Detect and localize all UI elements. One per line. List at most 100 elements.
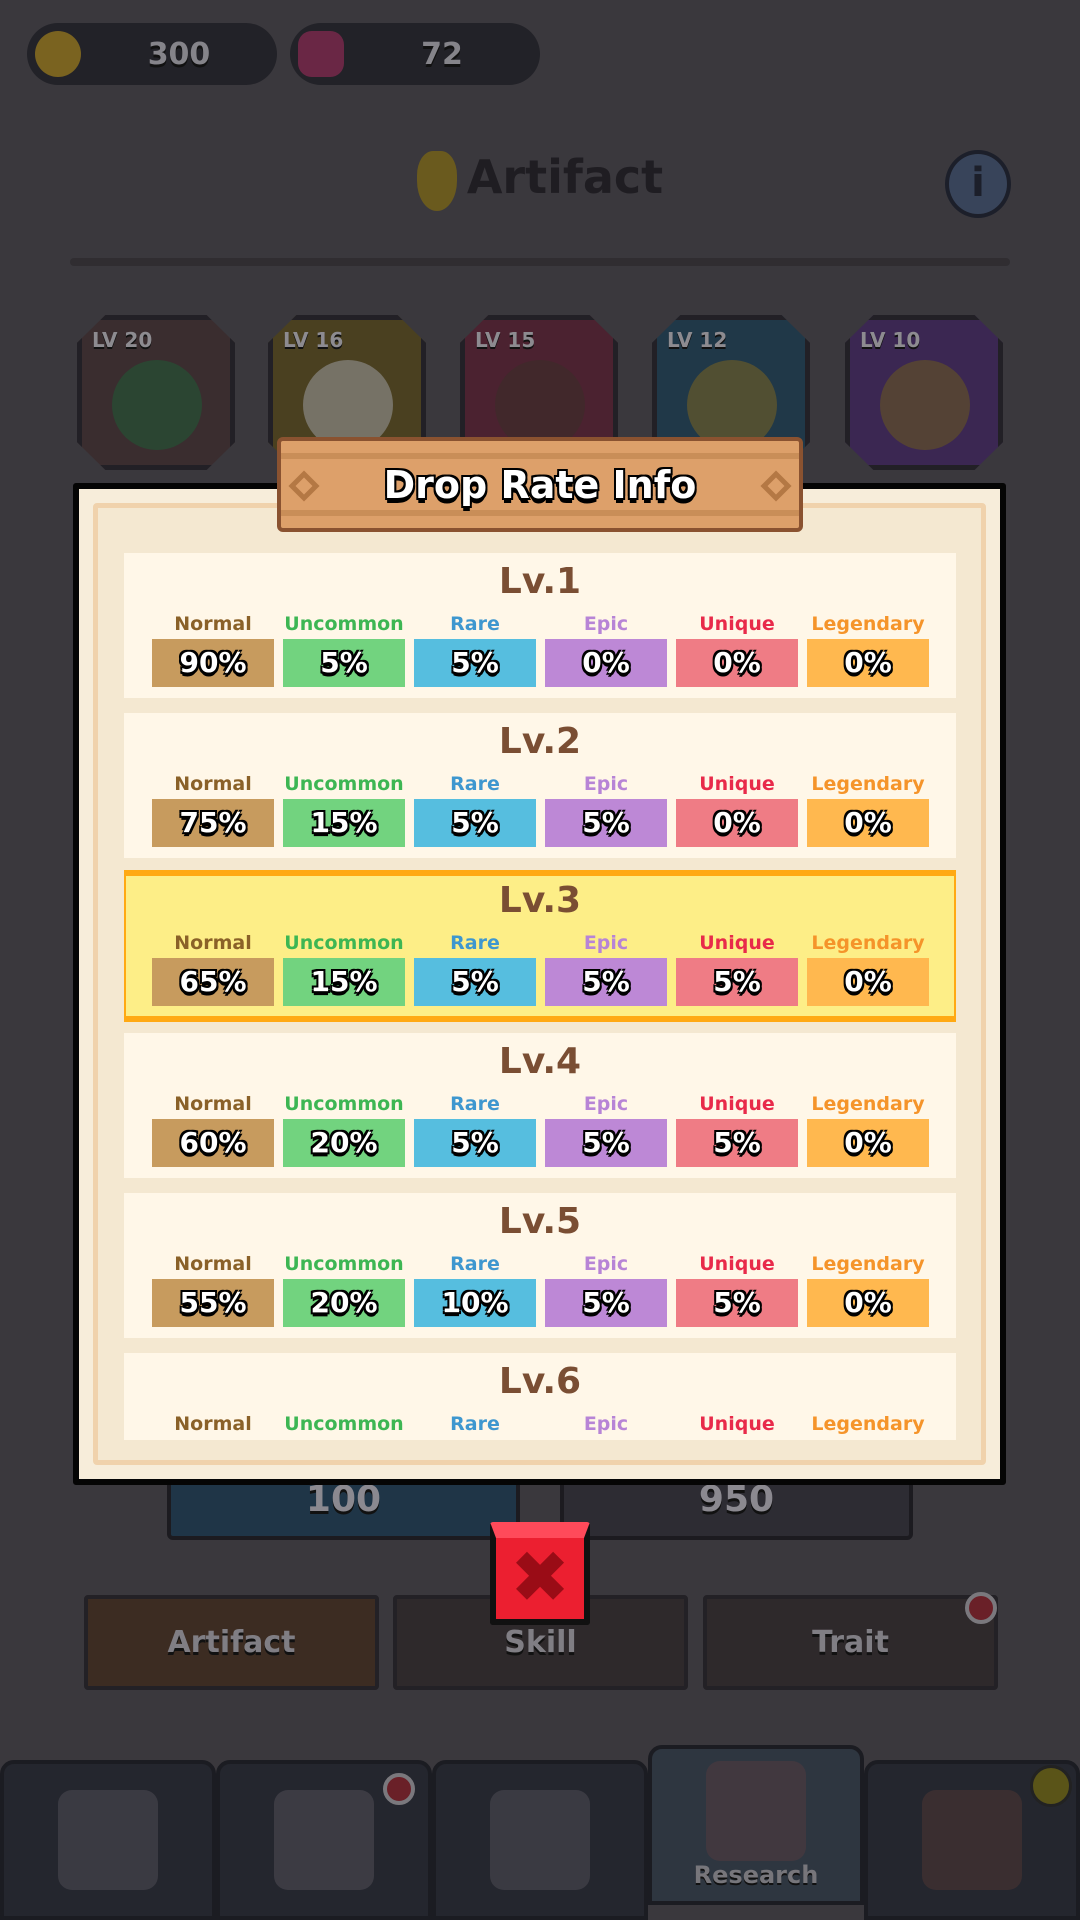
rarity-cell-legendary: Legendary 0% xyxy=(807,932,929,1006)
rarity-cell-unique: Unique 5% xyxy=(676,1253,798,1327)
rarity-cell-unique: Unique 5% xyxy=(676,932,798,1006)
rarity-cell-uncommon: Uncommon xyxy=(283,1413,405,1439)
rarity-cell-unique: Unique 0% xyxy=(676,613,798,687)
rarity-cell-normal: Normal xyxy=(152,1413,274,1439)
rarity-cell-rare: Rare 10% xyxy=(414,1253,536,1327)
summon-cost: 100 xyxy=(305,1479,382,1520)
rate-value: 0% xyxy=(807,1279,929,1327)
gold-coin-icon xyxy=(35,31,81,77)
tab-artifact: Artifact xyxy=(84,1595,379,1690)
rarity-label: Unique xyxy=(699,613,775,635)
rate-value: 90% xyxy=(152,639,274,687)
gem-counter: 72 xyxy=(290,23,540,85)
crossed-swords-icon xyxy=(490,1790,590,1890)
level-row: Lv.5 Normal 55% Uncommon 20% Rare 10% Epic 5% Uni… xyxy=(124,1193,956,1338)
nav-label: Research xyxy=(693,1861,819,1889)
book-icon xyxy=(706,1761,806,1861)
gold-counter: 300 xyxy=(27,23,277,85)
clover-icon xyxy=(112,360,202,450)
artifact-level: LV 12 xyxy=(667,328,728,352)
rate-value: 0% xyxy=(807,639,929,687)
rarity-label: Rare xyxy=(450,1413,500,1435)
rarity-cell-unique: Unique xyxy=(676,1413,798,1439)
rarity-cell-legendary: Legendary 0% xyxy=(807,613,929,687)
level-label: Lv.5 xyxy=(498,1201,582,1242)
rarity-label: Epic xyxy=(583,773,629,795)
rarity-label: Epic xyxy=(583,1413,629,1435)
rarity-cell-epic: Epic 0% xyxy=(545,613,667,687)
rarity-label: Epic xyxy=(583,932,629,954)
knight-icon xyxy=(274,1790,374,1890)
rarity-label: Rare xyxy=(450,613,500,635)
rarity-cell-legendary: Legendary 0% xyxy=(807,1093,929,1167)
tab-trait: Trait xyxy=(703,1595,998,1690)
rarity-label: Normal xyxy=(174,1253,252,1275)
rate-value: 0% xyxy=(807,1119,929,1167)
rate-value: 0% xyxy=(676,639,798,687)
rate-value: 65% xyxy=(152,958,274,1006)
rate-value: 20% xyxy=(283,1279,405,1327)
rarity-label: Normal xyxy=(174,1093,252,1115)
rate-value: 5% xyxy=(545,958,667,1006)
rarity-label: Uncommon xyxy=(284,932,404,954)
rate-value: 5% xyxy=(676,1119,798,1167)
artifact-level: LV 10 xyxy=(860,328,921,352)
rarity-label: Uncommon xyxy=(284,1413,404,1435)
rarity-cell-rare: Rare 5% xyxy=(414,932,536,1006)
drop-rate-list[interactable]: Lv.1 Normal 90% Uncommon 5% Rare 5% Epic 0% Uniqu… xyxy=(124,553,956,1440)
rarity-cell-legendary: Legendary 0% xyxy=(807,773,929,847)
rarity-label: Legendary xyxy=(811,1413,925,1435)
rarity-label: Legendary xyxy=(811,1093,925,1115)
rarity-label: Unique xyxy=(699,1093,775,1115)
artifact-card[interactable]: LV 20 xyxy=(77,315,235,470)
rarity-cell-epic: Epic 5% xyxy=(545,932,667,1006)
rarity-label: Unique xyxy=(699,773,775,795)
rarity-cell-uncommon: Uncommon 20% xyxy=(283,1093,405,1167)
info-icon[interactable]: i xyxy=(945,150,1011,218)
divider xyxy=(70,258,1010,266)
artifact-card[interactable]: LV 10 xyxy=(845,315,1003,470)
horn-icon xyxy=(495,360,585,450)
mirror-icon xyxy=(880,360,970,450)
notification-dot xyxy=(965,1592,997,1624)
notification-dot xyxy=(383,1773,415,1805)
level-row: Lv.4 Normal 60% Uncommon 20% Rare 5% Epic 5% Uniq… xyxy=(124,1033,956,1178)
rate-value: 60% xyxy=(152,1119,274,1167)
rarity-label: Rare xyxy=(450,1253,500,1275)
rate-value: 0% xyxy=(676,799,798,847)
rarity-label: Uncommon xyxy=(284,1253,404,1275)
rarity-label: Legendary xyxy=(811,773,925,795)
rarity-cell-uncommon: Uncommon 20% xyxy=(283,1253,405,1327)
eagle-icon xyxy=(303,360,393,450)
gold-value: 300 xyxy=(147,36,211,72)
rarity-label: Uncommon xyxy=(284,1093,404,1115)
rarity-cell-rare: Rare xyxy=(414,1413,536,1439)
play-icon xyxy=(1030,1765,1072,1807)
rarity-label: Uncommon xyxy=(284,613,404,635)
close-button[interactable]: ✖ xyxy=(490,1522,590,1625)
gold-coin-icon xyxy=(687,360,777,450)
level-label: Lv.2 xyxy=(498,721,582,762)
level-label: Lv.3 xyxy=(498,880,582,921)
rarity-cell-normal: Normal 65% xyxy=(152,932,274,1006)
rarity-label: Normal xyxy=(174,1413,252,1435)
close-x-icon: ✖ xyxy=(509,1535,571,1619)
rate-value: 15% xyxy=(283,799,405,847)
shop-icon xyxy=(922,1790,1022,1890)
rarity-label: Unique xyxy=(699,1413,775,1435)
rarity-cell-epic: Epic 5% xyxy=(545,1093,667,1167)
rarity-label: Epic xyxy=(583,1093,629,1115)
tab-label: Artifact xyxy=(167,1625,296,1660)
rate-value: 5% xyxy=(676,1279,798,1327)
level-row: Lv.6 Normal Uncommon Rare Epic Unique Legendar… xyxy=(124,1353,956,1440)
rarity-cell-rare: Rare 5% xyxy=(414,613,536,687)
nav-hero xyxy=(216,1760,432,1920)
level-label: Lv.4 xyxy=(498,1041,582,1082)
rarity-cell-normal: Normal 55% xyxy=(152,1253,274,1327)
rate-value: 5% xyxy=(414,1119,536,1167)
rarity-cell-normal: Normal 60% xyxy=(152,1093,274,1167)
rate-value: 5% xyxy=(414,799,536,847)
rarity-label: Rare xyxy=(450,932,500,954)
artifact-level: LV 15 xyxy=(475,328,536,352)
rate-value: 5% xyxy=(545,1279,667,1327)
